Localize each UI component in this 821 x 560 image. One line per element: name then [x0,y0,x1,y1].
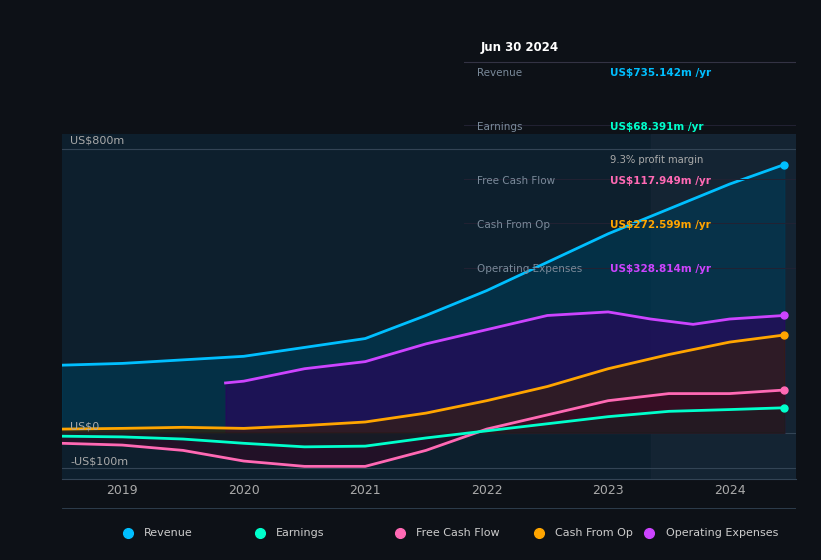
Text: Earnings: Earnings [276,528,324,538]
Text: Revenue: Revenue [477,68,522,78]
Bar [650,134,796,479]
Text: Free Cash Flow: Free Cash Flow [415,528,499,538]
Text: Jun 30 2024: Jun 30 2024 [480,41,558,54]
Text: US$272.599m /yr: US$272.599m /yr [610,220,711,230]
Text: Operating Expenses: Operating Expenses [666,528,778,538]
Text: 9.3% profit margin: 9.3% profit margin [610,155,704,165]
Text: Cash From Op: Cash From Op [477,220,550,230]
Text: Cash From Op: Cash From Op [555,528,633,538]
Text: Revenue: Revenue [144,528,193,538]
Text: -US$100m: -US$100m [70,457,128,466]
Text: Free Cash Flow: Free Cash Flow [477,176,555,186]
Text: Operating Expenses: Operating Expenses [477,264,582,274]
Text: US$800m: US$800m [70,136,124,146]
Text: US$68.391m /yr: US$68.391m /yr [610,122,704,132]
Text: US$328.814m /yr: US$328.814m /yr [610,264,711,274]
Text: US$117.949m /yr: US$117.949m /yr [610,176,711,186]
Text: US$735.142m /yr: US$735.142m /yr [610,68,711,78]
Text: Earnings: Earnings [477,122,523,132]
Text: US$0: US$0 [70,421,99,431]
